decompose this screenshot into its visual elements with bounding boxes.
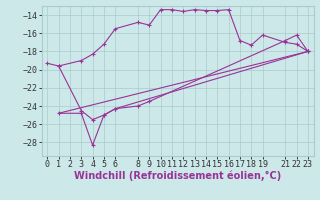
X-axis label: Windchill (Refroidissement éolien,°C): Windchill (Refroidissement éolien,°C) <box>74 171 281 181</box>
